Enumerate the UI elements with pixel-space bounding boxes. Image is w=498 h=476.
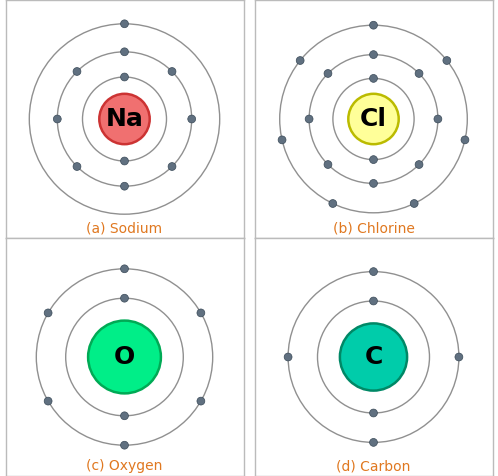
Circle shape — [370, 409, 377, 417]
Circle shape — [121, 182, 128, 190]
Circle shape — [197, 397, 205, 405]
Text: Cl: Cl — [360, 107, 387, 131]
Circle shape — [340, 323, 407, 391]
Text: C: C — [365, 345, 382, 369]
Text: (b) Chlorine: (b) Chlorine — [333, 221, 414, 235]
Circle shape — [188, 115, 196, 123]
Circle shape — [53, 115, 61, 123]
Circle shape — [44, 309, 52, 317]
Text: Na: Na — [106, 107, 143, 131]
Circle shape — [121, 20, 128, 28]
Circle shape — [168, 68, 176, 75]
Circle shape — [370, 50, 377, 59]
Circle shape — [121, 265, 128, 273]
Circle shape — [410, 199, 418, 208]
Circle shape — [278, 136, 286, 144]
Circle shape — [197, 309, 205, 317]
Circle shape — [121, 412, 128, 420]
Circle shape — [121, 294, 128, 302]
Circle shape — [324, 69, 332, 78]
Circle shape — [370, 156, 377, 164]
Circle shape — [434, 115, 442, 123]
Circle shape — [329, 199, 337, 208]
Circle shape — [305, 115, 313, 123]
Circle shape — [99, 94, 150, 144]
Circle shape — [370, 297, 377, 305]
Circle shape — [443, 57, 451, 64]
Circle shape — [461, 136, 469, 144]
Circle shape — [44, 397, 52, 405]
Circle shape — [121, 157, 128, 165]
Circle shape — [370, 21, 377, 29]
Text: (a) Sodium: (a) Sodium — [87, 221, 162, 235]
Circle shape — [370, 268, 377, 276]
Circle shape — [324, 160, 332, 169]
Circle shape — [121, 441, 128, 449]
Circle shape — [73, 163, 81, 170]
Circle shape — [455, 353, 463, 361]
Circle shape — [348, 94, 399, 144]
Circle shape — [370, 74, 377, 82]
Circle shape — [121, 73, 128, 81]
Circle shape — [168, 163, 176, 170]
Text: O: O — [114, 345, 135, 369]
Circle shape — [415, 160, 423, 169]
Circle shape — [415, 69, 423, 78]
Circle shape — [88, 321, 161, 393]
Text: (c) Oxygen: (c) Oxygen — [86, 459, 163, 473]
Text: (d) Carbon: (d) Carbon — [336, 459, 411, 473]
Circle shape — [370, 438, 377, 446]
Circle shape — [370, 179, 377, 188]
Circle shape — [284, 353, 292, 361]
Circle shape — [296, 57, 304, 64]
Circle shape — [121, 48, 128, 56]
Circle shape — [73, 68, 81, 75]
